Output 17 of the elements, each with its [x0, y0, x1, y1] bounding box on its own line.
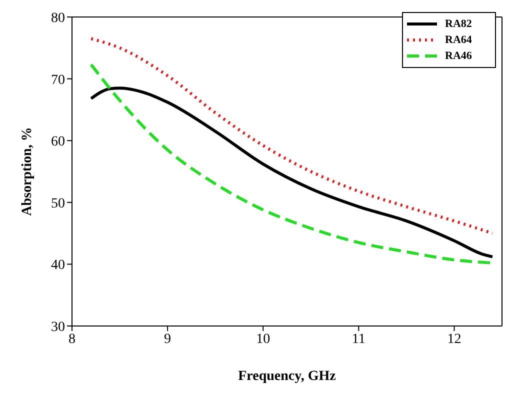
x-axis-title: Frequency, GHz: [238, 369, 336, 384]
x-tick-label: 8: [68, 332, 76, 347]
legend-label: RA64: [445, 34, 472, 46]
x-tick-label: 10: [256, 332, 270, 347]
x-tick-label: 9: [164, 332, 172, 347]
y-tick-label: 80: [51, 10, 65, 26]
legend-label: RA46: [445, 50, 472, 62]
y-tick-label: 70: [51, 72, 65, 88]
line-series: [90, 37, 494, 235]
x-tick-label: 12: [447, 332, 462, 347]
x-tick-label: 11: [352, 332, 366, 347]
y-axis-title: Absorption, %: [20, 127, 35, 216]
legend-label: RA82: [445, 18, 472, 30]
y-tick-label: 60: [51, 134, 65, 150]
y-tick-label: 30: [51, 320, 65, 335]
y-tick-label: 40: [51, 258, 65, 274]
y-tick-label: 50: [51, 196, 65, 212]
